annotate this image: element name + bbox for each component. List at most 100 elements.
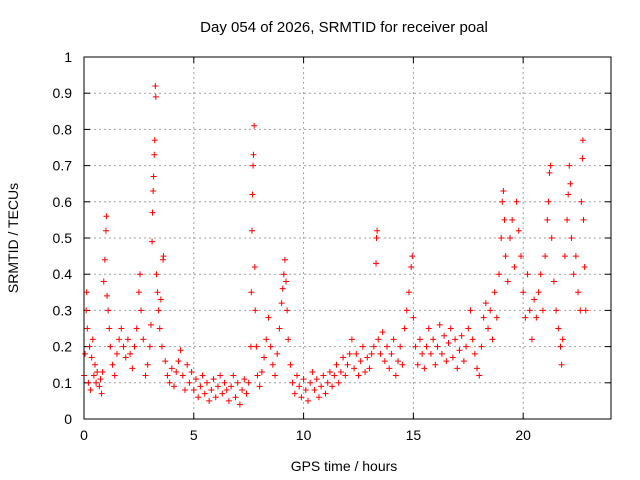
- data-point: [491, 289, 498, 296]
- data-point: [434, 343, 441, 350]
- data-point: [478, 343, 485, 350]
- data-point: [397, 343, 404, 350]
- data-point: [326, 368, 333, 375]
- data-point: [547, 162, 554, 169]
- data-point: [324, 379, 331, 386]
- data-point: [498, 235, 505, 241]
- data-point: [489, 336, 496, 343]
- data-point: [528, 336, 535, 343]
- data-point: [154, 289, 161, 296]
- data-point: [566, 162, 573, 169]
- data-point: [127, 350, 134, 357]
- data-point: [158, 343, 165, 350]
- data-point: [90, 372, 97, 379]
- data-point: [432, 361, 439, 368]
- data-point: [274, 350, 281, 357]
- data-point: [86, 343, 93, 350]
- data-point: [357, 358, 364, 365]
- data-point: [379, 329, 386, 336]
- data-point: [188, 368, 195, 375]
- data-point: [436, 321, 443, 328]
- data-point: [447, 325, 454, 332]
- data-point: [364, 354, 371, 361]
- data-point: [256, 383, 263, 390]
- data-point: [184, 361, 191, 368]
- data-point: [533, 314, 540, 321]
- data-point: [97, 376, 104, 383]
- data-point: [177, 347, 184, 354]
- data-point: [370, 343, 377, 350]
- data-point: [465, 325, 472, 332]
- data-point: [175, 358, 182, 365]
- data-point: [307, 379, 314, 386]
- data-point: [197, 383, 204, 390]
- data-point: [373, 260, 380, 267]
- data-point: [221, 379, 228, 386]
- data-point: [234, 379, 241, 386]
- data-point: [151, 137, 158, 144]
- data-point: [335, 379, 342, 386]
- data-point: [263, 336, 270, 343]
- data-point: [138, 307, 145, 314]
- y-tick-label: 0.8: [53, 121, 73, 137]
- data-point: [355, 372, 362, 379]
- data-point: [142, 372, 149, 379]
- data-point: [206, 397, 213, 404]
- data-point: [186, 379, 193, 386]
- data-point: [91, 361, 98, 368]
- data-point: [302, 387, 309, 394]
- data-point: [239, 387, 246, 394]
- x-tick-label: 20: [515, 427, 531, 443]
- data-point: [261, 354, 268, 361]
- y-tick-label: 0.9: [53, 85, 73, 101]
- data-point: [390, 336, 397, 343]
- data-point: [535, 289, 542, 296]
- data-point: [118, 325, 125, 332]
- data-point: [93, 379, 100, 386]
- y-tick-label: 0.1: [53, 375, 73, 391]
- data-point: [168, 365, 175, 372]
- data-point: [147, 321, 154, 328]
- data-points: [81, 82, 589, 408]
- data-point: [107, 343, 114, 350]
- data-point: [236, 401, 243, 408]
- data-point: [388, 350, 395, 357]
- data-point: [144, 361, 151, 368]
- data-point: [482, 300, 489, 307]
- data-point: [156, 325, 163, 332]
- data-point: [579, 137, 586, 144]
- data-point: [471, 350, 478, 357]
- data-point: [103, 213, 110, 220]
- data-point: [445, 339, 452, 346]
- data-point: [368, 350, 375, 357]
- data-point: [515, 227, 522, 234]
- data-point: [320, 372, 327, 379]
- x-tick-label: 0: [80, 427, 88, 443]
- data-point: [253, 343, 260, 350]
- data-point: [430, 336, 437, 343]
- data-point: [427, 350, 434, 357]
- data-point: [109, 361, 116, 368]
- data-point: [309, 368, 316, 375]
- data-point: [219, 390, 226, 397]
- data-point: [580, 216, 587, 223]
- data-point: [531, 296, 538, 303]
- data-point: [500, 187, 507, 194]
- data-point: [558, 361, 565, 368]
- data-point: [545, 198, 552, 205]
- data-point: [395, 358, 402, 365]
- data-point: [441, 332, 448, 339]
- x-axis-label: GPS time / hours: [291, 458, 398, 474]
- data-point: [232, 394, 239, 401]
- data-point: [410, 314, 417, 321]
- data-point: [474, 365, 481, 372]
- data-point: [548, 235, 555, 241]
- data-point: [85, 379, 92, 386]
- data-point: [298, 394, 305, 401]
- data-point: [190, 387, 197, 394]
- data-point: [269, 361, 276, 368]
- data-point: [579, 155, 586, 162]
- data-point: [199, 372, 206, 379]
- data-point: [557, 343, 564, 350]
- data-point: [524, 271, 531, 278]
